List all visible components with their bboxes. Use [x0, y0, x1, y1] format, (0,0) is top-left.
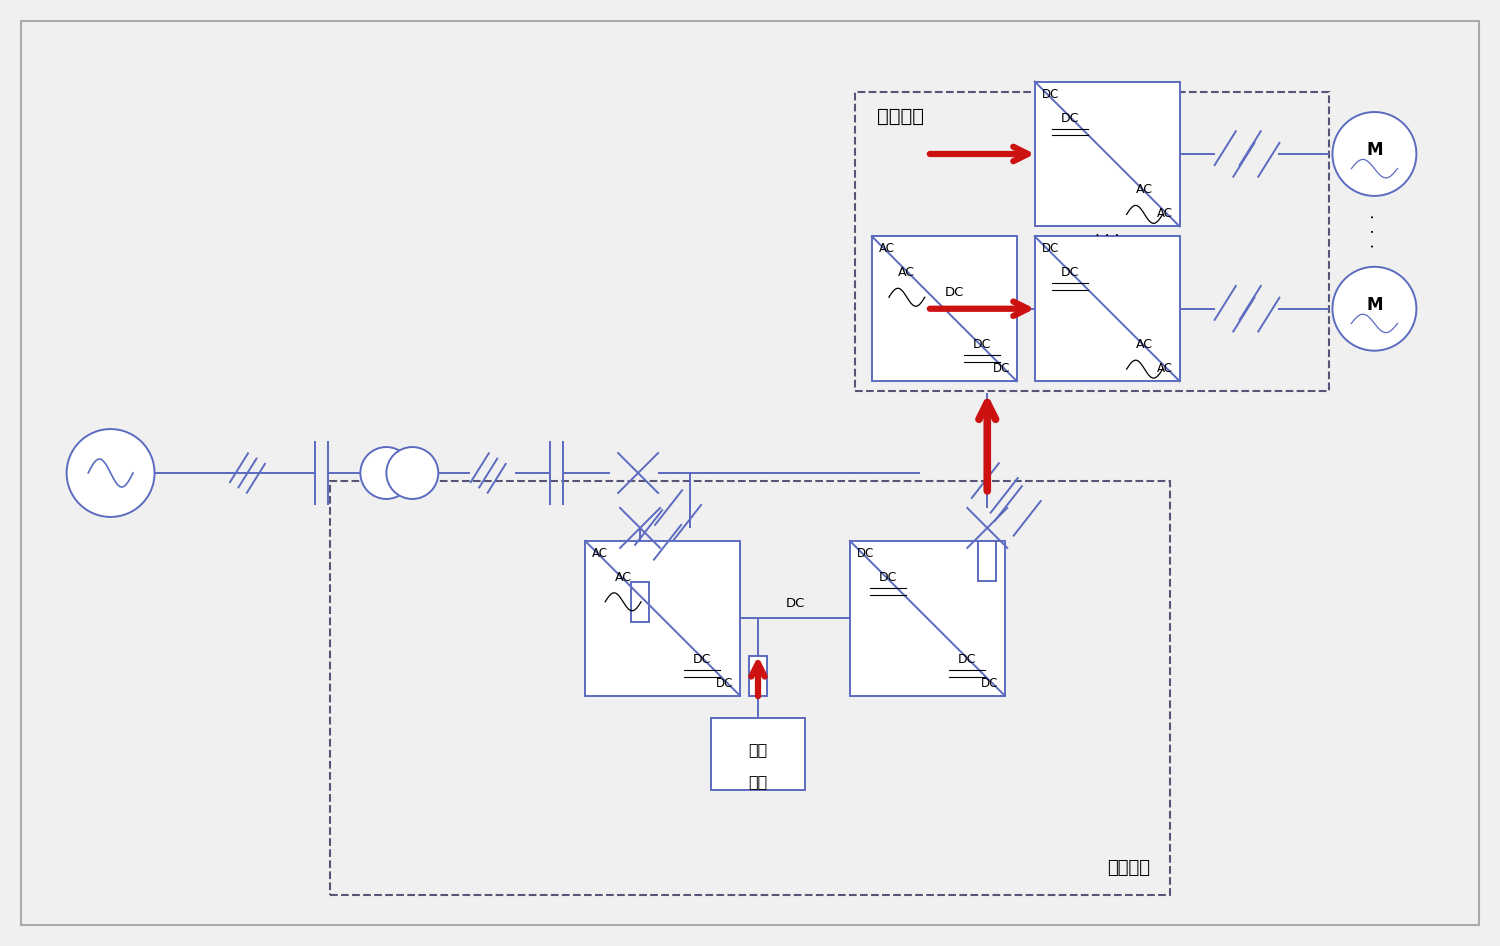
- Text: . . .: . . .: [1095, 224, 1119, 238]
- Text: DC: DC: [856, 547, 874, 560]
- Text: AC: AC: [1156, 362, 1173, 376]
- Text: AC: AC: [615, 570, 632, 584]
- Text: DC: DC: [716, 676, 734, 690]
- Circle shape: [360, 447, 413, 499]
- Bar: [871, 236, 1017, 381]
- Text: DC: DC: [1060, 266, 1078, 279]
- Text: DC: DC: [786, 597, 804, 610]
- Text: DC: DC: [993, 362, 1010, 376]
- Text: ·  ·  ·: · · ·: [1366, 215, 1382, 249]
- Text: 治理装置: 治理装置: [1107, 859, 1149, 877]
- Text: 变频驱动: 变频驱动: [878, 107, 924, 126]
- Bar: [585, 541, 740, 695]
- Circle shape: [66, 429, 154, 517]
- Text: AC: AC: [898, 266, 915, 279]
- Bar: [1035, 81, 1179, 226]
- Text: AC: AC: [1136, 338, 1154, 351]
- Text: AC: AC: [879, 242, 896, 255]
- Text: DC: DC: [1060, 112, 1078, 125]
- Text: M: M: [1366, 296, 1383, 314]
- Text: AC: AC: [1156, 207, 1173, 220]
- Text: DC: DC: [981, 676, 998, 690]
- Text: DC: DC: [972, 338, 992, 351]
- Bar: [748, 657, 766, 696]
- Bar: [330, 481, 1170, 895]
- Bar: [632, 582, 650, 622]
- Bar: [855, 92, 1329, 391]
- Circle shape: [1332, 112, 1416, 196]
- Bar: [1035, 236, 1179, 381]
- Text: AC: AC: [1136, 184, 1154, 197]
- Circle shape: [1332, 267, 1416, 351]
- Text: DC: DC: [1041, 242, 1059, 255]
- Text: DC: DC: [945, 286, 964, 299]
- Bar: [850, 541, 1005, 695]
- Text: AC: AC: [592, 547, 608, 560]
- Text: 单元: 单元: [748, 775, 768, 790]
- Circle shape: [387, 447, 438, 499]
- Bar: [978, 541, 996, 582]
- Text: 储能: 储能: [748, 743, 768, 758]
- Text: DC: DC: [693, 653, 711, 666]
- Text: M: M: [1366, 141, 1383, 159]
- Text: DC: DC: [879, 570, 897, 584]
- Bar: [711, 718, 806, 790]
- Text: DC: DC: [957, 653, 976, 666]
- Text: DC: DC: [1041, 88, 1059, 100]
